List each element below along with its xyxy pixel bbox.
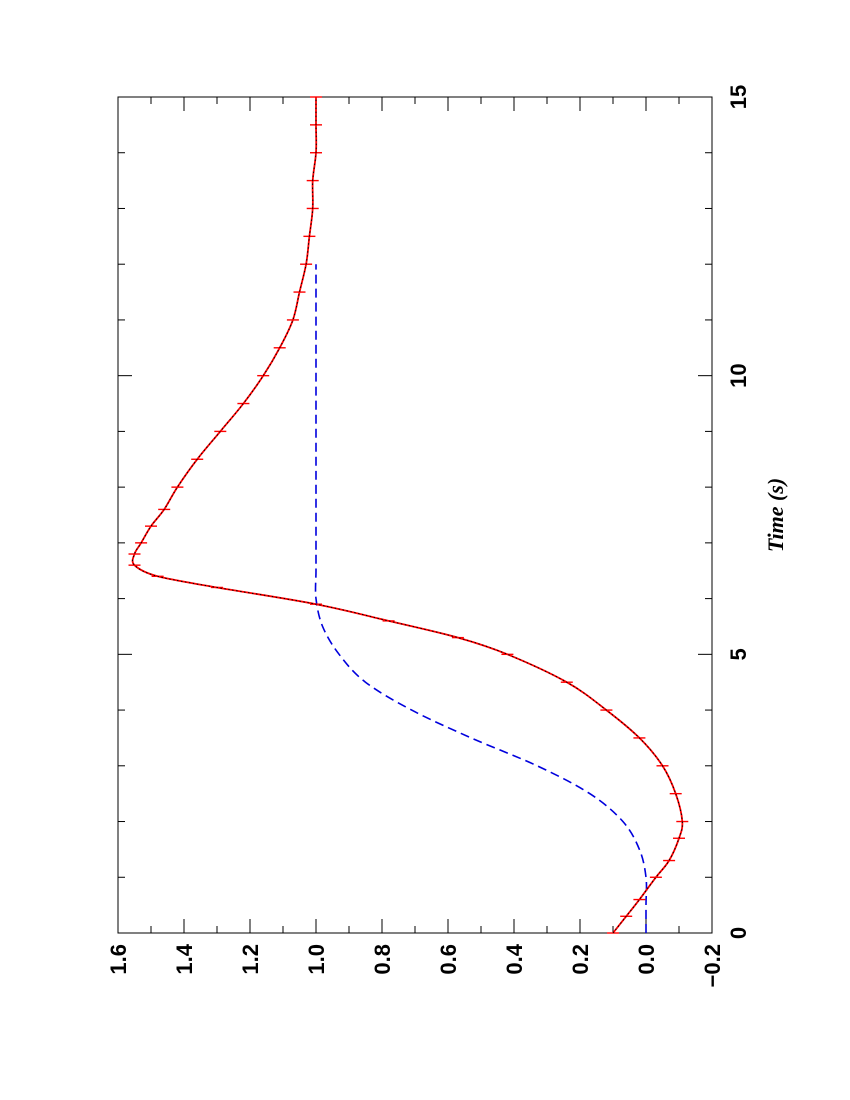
x-tick-label: 0 bbox=[726, 927, 751, 939]
tick-labels: 0 5 10 15 −0.2 0.0 0.2 0.4 0.6 0.8 1.0 1.2 1.4 1.6 bbox=[106, 85, 751, 988]
series-line-measured bbox=[131, 97, 684, 934]
x-axis-title: Time (s) bbox=[763, 478, 788, 552]
y-tick-label: 1.4 bbox=[172, 943, 197, 974]
y-tick-label: −0.2 bbox=[700, 944, 725, 987]
y-tick-label: 0.4 bbox=[502, 943, 527, 974]
series-line-dotted bbox=[132, 97, 683, 934]
y-tick-label: 1.2 bbox=[238, 944, 263, 975]
y-tick-label: 0.6 bbox=[436, 944, 461, 975]
plot-frame bbox=[117, 96, 713, 934]
y-tick-label: 0.8 bbox=[370, 944, 395, 975]
series-layer bbox=[128, 96, 689, 934]
x-tick-label: 15 bbox=[726, 85, 751, 109]
x-tick-label: 10 bbox=[726, 363, 751, 387]
x-tick-label: 5 bbox=[726, 648, 751, 660]
y-tick-label: 0.2 bbox=[568, 944, 593, 975]
tick-marks bbox=[117, 96, 713, 934]
series-line-dashed bbox=[314, 264, 648, 933]
y-tick-label: 0.0 bbox=[634, 944, 659, 975]
y-tick-label: 1.0 bbox=[304, 944, 329, 975]
y-tick-label: 1.6 bbox=[106, 944, 131, 975]
